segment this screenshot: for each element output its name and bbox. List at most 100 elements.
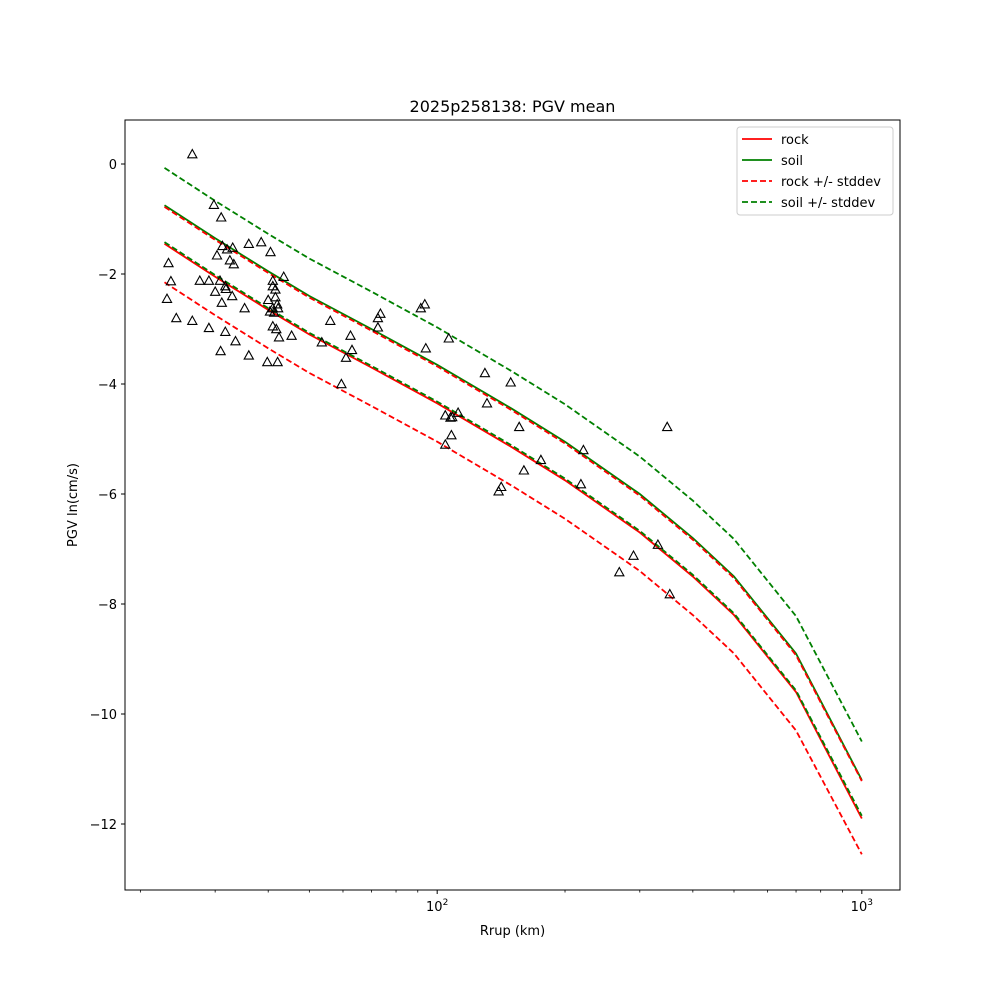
- observed-point: [261, 356, 273, 367]
- observed-point: [224, 254, 236, 265]
- series-line-1: [164, 204, 863, 781]
- y-tick-label: −4: [98, 378, 117, 393]
- observed-point: [613, 566, 625, 577]
- observed-point: [273, 331, 285, 342]
- observed-point: [446, 411, 458, 422]
- y-tick-label: 0: [109, 158, 117, 173]
- observed-point: [226, 290, 238, 301]
- observed-point: [215, 345, 227, 356]
- observed-point: [493, 485, 505, 496]
- observed-point: [286, 329, 298, 340]
- observed-point: [420, 342, 432, 353]
- observed-point: [219, 325, 231, 336]
- observed-point: [264, 246, 277, 257]
- observed-point: [445, 429, 457, 440]
- observed-point: [269, 283, 281, 294]
- y-tick-label: −8: [98, 598, 117, 613]
- observed-point: [186, 148, 198, 159]
- observed-point: [372, 321, 384, 332]
- observed-point: [219, 280, 231, 291]
- y-axis: 0 −2 −4 −6 −8 −10 −12: [90, 158, 125, 833]
- chart-title: 2025p258138: PGV mean: [410, 97, 616, 116]
- observed-point: [216, 296, 228, 307]
- legend-label-rock: rock: [781, 133, 809, 148]
- observed-point: [194, 274, 206, 285]
- observed-point: [228, 258, 240, 269]
- observed-point: [419, 298, 431, 309]
- legend-box: [736, 126, 894, 216]
- observed-point: [186, 314, 198, 325]
- plot-frame: [124, 119, 901, 891]
- x-tick-label: 102: [426, 898, 448, 915]
- observed-point: [346, 344, 358, 355]
- y-axis-label: PGV ln(cm/s): [66, 463, 81, 547]
- observed-point: [505, 376, 517, 387]
- observed-point: [439, 438, 451, 449]
- legend-label-soil-stddev: soil +/- stddev: [781, 196, 876, 211]
- observed-point: [262, 294, 274, 305]
- observed-point: [216, 240, 228, 251]
- observed-point: [211, 249, 223, 260]
- observed-point: [278, 270, 290, 281]
- observed-point: [324, 314, 336, 325]
- x-tick-label: 103: [851, 898, 873, 915]
- observed-point: [577, 444, 589, 455]
- observed-point: [272, 356, 284, 367]
- observed-point: [575, 478, 587, 489]
- series-line-3: [164, 206, 863, 782]
- observed-point: [479, 367, 491, 378]
- observed-point: [415, 302, 427, 313]
- series-line-2: [164, 281, 863, 855]
- observed-point: [652, 538, 664, 549]
- y-tick-label: −10: [90, 708, 117, 723]
- observed-point: [243, 238, 255, 248]
- observed-point: [203, 322, 215, 333]
- series-line-4: [164, 167, 863, 742]
- observed-point: [664, 588, 676, 599]
- observed-point: [215, 211, 227, 222]
- x-axis: 102 103: [139, 890, 873, 915]
- observed-point: [208, 198, 220, 209]
- observed-point: [227, 241, 239, 252]
- observed-point: [220, 283, 232, 294]
- observed-point: [443, 332, 455, 343]
- legend-label-soil: soil: [781, 154, 803, 169]
- observed-point: [269, 291, 281, 302]
- observed-point: [203, 274, 215, 285]
- observed-point: [229, 335, 242, 346]
- observed-point: [272, 302, 284, 313]
- observed-point: [161, 292, 173, 303]
- observed-point: [243, 349, 255, 360]
- observed-point: [335, 378, 347, 389]
- observed-point: [270, 323, 282, 334]
- x-axis-label: Rrup (km): [480, 924, 545, 939]
- series-line-5: [164, 241, 863, 817]
- observed-point: [518, 464, 530, 475]
- observed-point: [162, 257, 175, 268]
- legend-label-rock-stddev: rock +/- stddev: [781, 175, 881, 190]
- observed-point: [452, 406, 464, 417]
- observed-point: [267, 280, 279, 291]
- y-tick-label: −2: [98, 268, 117, 283]
- observed-point: [344, 329, 357, 340]
- observed-point: [165, 275, 177, 286]
- observed-point: [268, 306, 280, 317]
- observed-point: [340, 351, 352, 362]
- legend: rock soil rock +/- stddev soil +/- stdde…: [736, 126, 894, 216]
- y-tick-label: −12: [90, 818, 117, 833]
- observed-point: [209, 285, 221, 296]
- observed-point: [214, 274, 226, 285]
- observed-point: [170, 312, 182, 323]
- observed-point: [627, 549, 640, 560]
- y-tick-label: −6: [98, 488, 117, 503]
- observed-point: [661, 421, 673, 432]
- observed-point: [439, 409, 451, 420]
- observed-point: [271, 298, 283, 309]
- observed-point: [481, 397, 493, 408]
- observed-point: [513, 421, 525, 432]
- observed-point: [535, 454, 547, 465]
- observed-point: [267, 274, 279, 285]
- observed-point: [316, 336, 328, 347]
- observed-point: [239, 302, 251, 313]
